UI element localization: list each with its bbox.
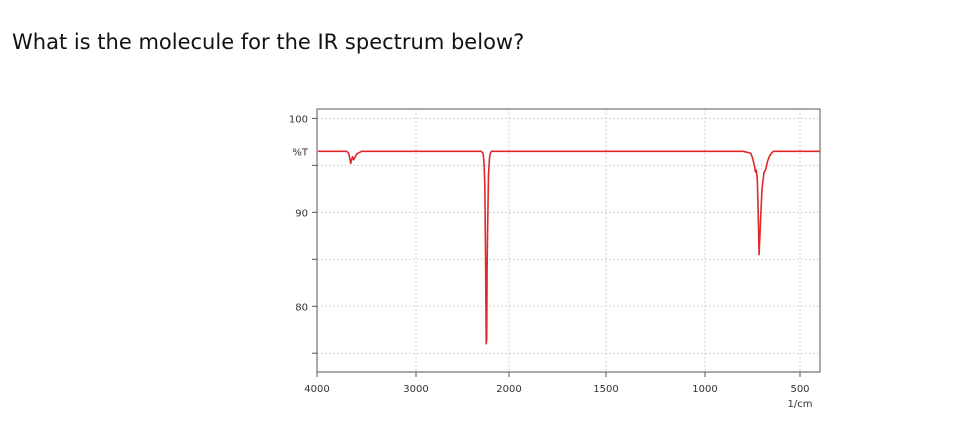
plot-frame [316, 108, 821, 373]
x-tick-labels: 4000 3000 2000 1500 1000 500 [304, 384, 809, 395]
x-tick-label: 500 [790, 384, 809, 395]
question-text: What is the molecule for the IR spectrum… [12, 30, 525, 54]
x-tick-label: 1000 [692, 384, 717, 395]
y-axis-label: %T [292, 147, 309, 158]
x-axis-label: 1/cm [788, 399, 813, 410]
y-tick-label: 90 [295, 208, 308, 219]
x-tick-label: 2000 [496, 384, 521, 395]
series-line [318, 150, 820, 345]
x-tick-label: 3000 [403, 384, 428, 395]
ticks [312, 117, 801, 377]
x-tick-label: 4000 [304, 384, 329, 395]
y-tick-labels: 100 90 80 [289, 114, 308, 313]
grid [317, 109, 820, 372]
y-tick-label: 100 [289, 114, 308, 125]
x-tick-label: 1500 [593, 384, 618, 395]
y-tick-label: 80 [295, 302, 308, 313]
